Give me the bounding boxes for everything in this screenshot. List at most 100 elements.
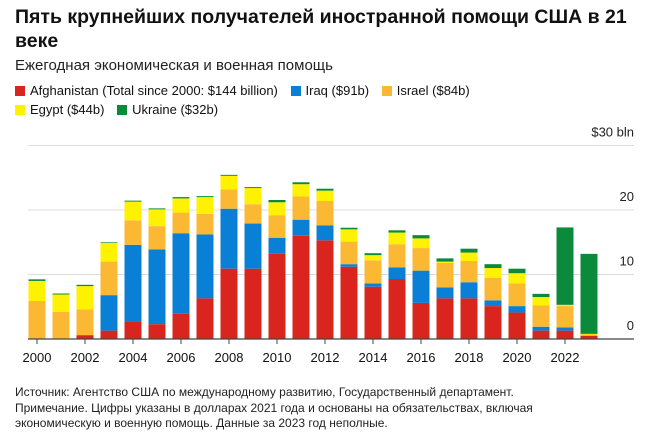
bar-segment-2018	[460, 298, 478, 339]
bar-segment-2008	[220, 175, 238, 190]
bar-segment-2016	[412, 238, 430, 249]
x-tick-label: 2008	[215, 350, 244, 365]
bar-segment-2012	[316, 240, 334, 339]
bar-segment-2015	[388, 267, 406, 280]
bar-segment-2007	[196, 298, 214, 339]
legend-swatch	[117, 105, 128, 115]
bar-segment-2018	[460, 248, 478, 253]
bar-segment-2018	[460, 260, 478, 283]
bar-segment-2021	[532, 326, 550, 331]
legend-label: Iraq ($91b)	[305, 83, 370, 98]
bar-segment-2012	[316, 188, 334, 191]
bar-segment-2022	[556, 330, 574, 339]
bar-segment-2021	[532, 305, 550, 327]
y-tick-label: 10	[620, 254, 634, 269]
source-line: Источник: Агентство США по международном…	[15, 385, 514, 399]
bar-segment-2019	[484, 268, 502, 278]
bar-segment-2009	[244, 268, 262, 339]
bar-segment-2006	[172, 313, 190, 339]
bar-segment-2011	[292, 219, 310, 236]
bar-segment-2014	[364, 260, 382, 284]
bar-segment-2000	[28, 279, 46, 281]
bar-segment-2007	[196, 197, 214, 214]
bar-segment-2023	[580, 253, 598, 334]
bar-segment-2023	[580, 335, 598, 339]
bar-segment-2004	[124, 244, 142, 322]
bar-segment-2008	[220, 189, 238, 209]
bar-segment-2021	[532, 293, 550, 298]
x-tick-label: 2012	[311, 350, 340, 365]
legend-swatch	[15, 86, 25, 96]
bar-segment-2004	[124, 220, 142, 245]
bar-segment-2004	[124, 200, 142, 202]
bar-segment-2013	[340, 241, 358, 265]
legend-swatch	[290, 86, 301, 96]
bar-segment-2015	[388, 244, 406, 268]
bar-segment-2013	[340, 227, 358, 230]
bar-segment-2008	[220, 208, 238, 269]
legend-item-ukraine: Ukraine ($32b)	[117, 101, 218, 119]
x-tick-label: 2016	[407, 350, 436, 365]
bar-segment-2005	[148, 249, 166, 325]
bar-segment-2022	[556, 227, 574, 305]
bar-segment-2011	[292, 184, 310, 197]
legend-label: Ukraine ($32b)	[132, 102, 219, 117]
bar-segment-2014	[364, 283, 382, 287]
bar-segment-2010	[268, 215, 286, 238]
bar-segment-2017	[436, 298, 454, 339]
bar-segment-2006	[172, 212, 190, 234]
bar-segment-2010	[268, 202, 286, 216]
bar-segment-2006	[172, 233, 190, 314]
bar-segment-2014	[364, 255, 382, 261]
bar-segment-2007	[196, 196, 214, 198]
bar-segment-2008	[220, 268, 238, 339]
bar-segment-2023	[580, 333, 598, 335]
bar-segment-2018	[460, 252, 478, 261]
bar-segment-2002	[76, 309, 94, 336]
x-tick-label: 2020	[503, 350, 532, 365]
bar-segment-2005	[148, 226, 166, 250]
bar-segment-2003	[100, 242, 118, 243]
bar-segment-2003	[100, 261, 118, 296]
bar-segment-2004	[124, 321, 142, 339]
bar-segment-2017	[436, 262, 454, 288]
bar-segment-2016	[412, 235, 430, 239]
bar-segment-2011	[292, 182, 310, 185]
bar-segment-2001	[52, 294, 70, 312]
x-tick-label: 2004	[119, 350, 148, 365]
bar-segment-2001	[52, 293, 70, 295]
note-line: экономическую и военную помощь. Данные з…	[15, 416, 388, 430]
legend-label: Israel ($84b)	[396, 83, 470, 98]
bar-segment-2023	[580, 334, 598, 336]
legend-item-iraq: Iraq ($91b)	[290, 82, 370, 100]
legend-item-egypt: Egypt ($44b)	[15, 101, 104, 119]
bar-segment-2005	[148, 208, 166, 210]
legend-item-israel: Israel ($84b)	[381, 82, 470, 100]
bar-segment-2020	[508, 283, 526, 307]
bar-segment-2005	[148, 324, 166, 339]
bar-segment-2018	[460, 282, 478, 299]
bar-segment-2017	[436, 261, 454, 263]
bar-segment-2014	[364, 286, 382, 339]
bar-segment-2019	[484, 306, 502, 339]
bar-segment-2016	[412, 302, 430, 339]
bar-segment-2000	[28, 280, 46, 301]
bar-segment-2009	[244, 187, 262, 189]
bar-segment-2017	[436, 258, 454, 262]
bar-segment-2004	[124, 201, 142, 221]
bar-segment-2012	[316, 225, 334, 241]
bar-segment-2020	[508, 306, 526, 313]
bar-segment-2012	[316, 190, 334, 201]
bar-segment-2009	[244, 223, 262, 269]
legend: Afghanistan (Total since 2000: $144 bill…	[15, 82, 555, 120]
legend-swatch	[15, 105, 25, 115]
bar-segment-2007	[196, 213, 214, 235]
note-line: Примечание. Цифры указаны в долларах 202…	[15, 400, 533, 415]
bar-segment-2021	[532, 297, 550, 306]
x-tick-label: 2014	[359, 350, 388, 365]
legend-label: Afghanistan (Total since 2000: $144 bill…	[30, 83, 278, 98]
bar-segment-2013	[340, 264, 358, 267]
bar-segment-2009	[244, 188, 262, 205]
x-tick-label: 2022	[551, 350, 580, 365]
legend-swatch	[381, 86, 392, 96]
